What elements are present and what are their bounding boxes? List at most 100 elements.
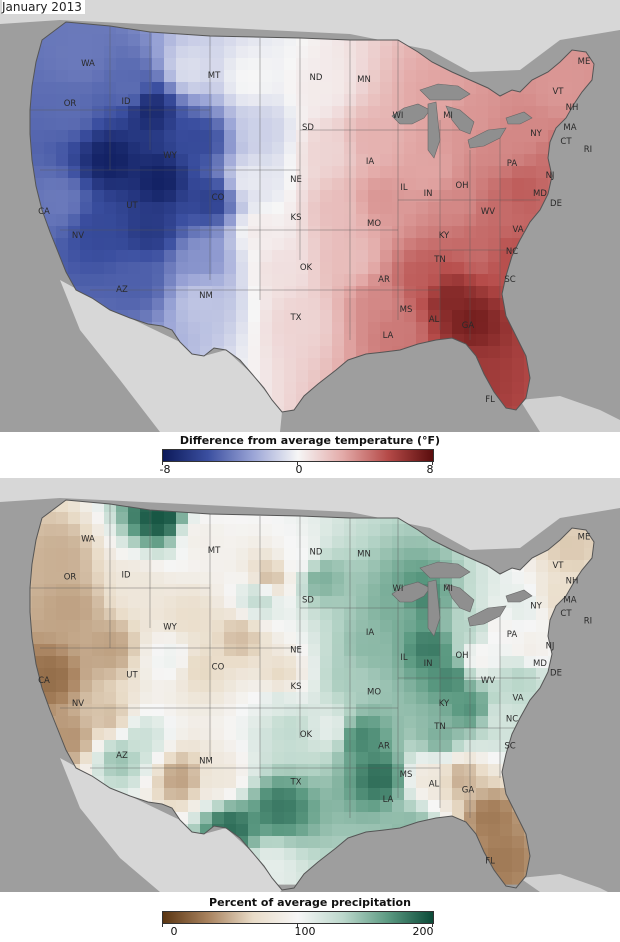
temperature-climate-division [380,46,393,59]
temperature-climate-division [260,238,273,251]
precipitation-climate-division [116,740,129,753]
precipitation-climate-division [92,656,105,669]
precipitation-climate-division [500,584,513,597]
temperature-climate-division [428,262,441,275]
temperature-climate-division [296,346,309,359]
precipitation-climate-division [236,704,249,717]
precipitation-climate-division [32,632,45,645]
precipitation-climate-division [452,740,465,753]
temperature-climate-division [260,58,273,71]
temperature-climate-division [56,70,69,83]
precipitation-climate-division [116,764,129,777]
temperature-climate-division [224,202,237,215]
precipitation-climate-division [332,812,345,825]
precipitation-climate-division [56,596,69,609]
precipitation-climate-division [200,668,213,681]
temperature-climate-division [440,274,453,287]
precipitation-climate-division [332,728,345,741]
temperature-climate-division [356,214,369,227]
temperature-climate-division [152,178,165,191]
precipitation-climate-division [368,560,381,573]
precipitation-state-label-pa: PA [507,630,518,640]
precipitation-climate-division [248,800,261,813]
precipitation-climate-division [248,524,261,537]
temperature-climate-division [440,202,453,215]
temperature-climate-division [140,46,153,59]
precipitation-climate-division [536,560,549,573]
temperature-climate-division [368,190,381,203]
precipitation-climate-division [236,752,249,765]
temperature-climate-division [272,94,285,107]
precipitation-climate-division [200,644,213,657]
precipitation-state-label-la: LA [383,795,394,805]
precipitation-climate-division [308,608,321,621]
precipitation-climate-division [152,764,165,777]
precipitation-climate-division [500,668,513,681]
precipitation-climate-division [236,716,249,729]
temperature-climate-division [332,58,345,71]
precipitation-state-label-ri: RI [584,617,592,627]
temperature-climate-division [32,106,45,119]
precipitation-climate-division [32,608,45,621]
precipitation-climate-division [356,644,369,657]
temperature-climate-division [224,334,237,347]
temperature-climate-division [260,226,273,239]
precipitation-climate-division [440,620,453,633]
precipitation-climate-division [452,776,465,789]
precipitation-tickmark [162,923,163,927]
temperature-climate-division [224,142,237,155]
precipitation-climate-division [236,764,249,777]
temperature-climate-division [236,58,249,71]
precipitation-climate-division [368,536,381,549]
temperature-climate-division [404,178,417,191]
temperature-climate-division [92,94,105,107]
temperature-climate-division [236,154,249,167]
precipitation-state-label-nv: NV [72,699,84,709]
temperature-climate-division [248,46,261,59]
precipitation-climate-division [176,620,189,633]
temperature-climate-division [116,70,129,83]
temperature-climate-division [164,298,177,311]
precipitation-climate-division [440,656,453,669]
temperature-climate-division [68,214,81,227]
temperature-canada-landmass [0,0,620,72]
temperature-climate-division [260,214,273,227]
temperature-state-label-ct: CT [560,137,572,147]
temperature-climate-division [368,106,381,119]
precipitation-climate-division [488,656,501,669]
precipitation-climate-division [332,596,345,609]
temperature-climate-division [416,178,429,191]
temperature-climate-division [524,118,537,131]
precipitation-climate-division [476,572,489,585]
temperature-climate-division [536,94,549,107]
temperature-climate-division [260,322,273,335]
temperature-climate-division [428,286,441,299]
precipitation-climate-division [452,800,465,813]
temperature-state-label-al: AL [429,315,440,325]
precipitation-climate-division [440,764,453,777]
precipitation-climate-division [248,776,261,789]
temperature-climate-division [308,46,321,59]
precipitation-climate-division [224,572,237,585]
precipitation-climate-division [272,656,285,669]
temperature-climate-division [320,238,333,251]
precipitation-climate-division [92,620,105,633]
temperature-climate-division [116,94,129,107]
temperature-climate-division [30,118,33,131]
temperature-climate-division [44,82,57,95]
temperature-climate-division [416,70,429,83]
precipitation-climate-division [296,800,309,813]
temperature-climate-division [224,34,237,47]
temperature-climate-division [80,226,93,239]
precipitation-climate-division [176,752,189,765]
precipitation-climate-division [188,668,201,681]
precipitation-climate-division [368,800,381,813]
temperature-climate-division [308,358,321,371]
temperature-climate-division [212,130,225,143]
temperature-climate-division [140,106,153,119]
temperature-climate-division [296,70,309,83]
precipitation-climate-division [260,716,273,729]
temperature-climate-division [368,178,381,191]
precipitation-climate-division [320,560,333,573]
precipitation-climate-division [248,704,261,717]
